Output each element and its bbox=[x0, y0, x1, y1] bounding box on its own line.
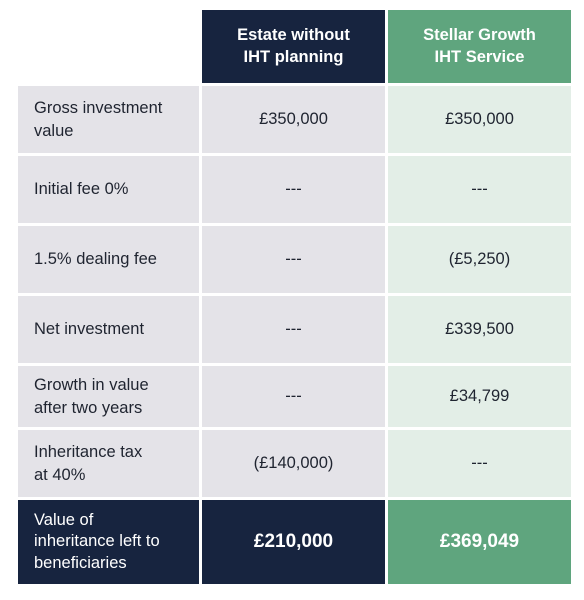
footer-label-value-left: Value of inheritance left to beneficiari… bbox=[18, 500, 202, 587]
header-blank-cell bbox=[18, 10, 202, 86]
footer-value-stellar: £369,049 bbox=[388, 500, 574, 587]
comparison-table: Estate without IHT planning Stellar Grow… bbox=[18, 10, 574, 587]
row-value-without: --- bbox=[202, 366, 388, 430]
row-value-without: --- bbox=[202, 226, 388, 296]
row-label-inheritance-tax: Inheritance tax at 40% bbox=[18, 430, 202, 500]
footer-value-without: £210,000 bbox=[202, 500, 388, 587]
row-label-net-investment: Net investment bbox=[18, 296, 202, 366]
row-value-without: --- bbox=[202, 296, 388, 366]
row-value-without: --- bbox=[202, 156, 388, 226]
row-label-gross-investment: Gross investment value bbox=[18, 86, 202, 156]
row-value-stellar: (£5,250) bbox=[388, 226, 574, 296]
row-value-without: (£140,000) bbox=[202, 430, 388, 500]
row-label-growth-in-value: Growth in value after two years bbox=[18, 366, 202, 430]
row-value-stellar: £350,000 bbox=[388, 86, 574, 156]
row-value-stellar: £34,799 bbox=[388, 366, 574, 430]
header-stellar-growth: Stellar Growth IHT Service bbox=[388, 10, 574, 86]
row-value-stellar: --- bbox=[388, 156, 574, 226]
row-label-initial-fee: Initial fee 0% bbox=[18, 156, 202, 226]
row-value-without: £350,000 bbox=[202, 86, 388, 156]
row-value-stellar: £339,500 bbox=[388, 296, 574, 366]
row-value-stellar: --- bbox=[388, 430, 574, 500]
row-label-dealing-fee: 1.5% dealing fee bbox=[18, 226, 202, 296]
header-estate-without-iht: Estate without IHT planning bbox=[202, 10, 388, 86]
